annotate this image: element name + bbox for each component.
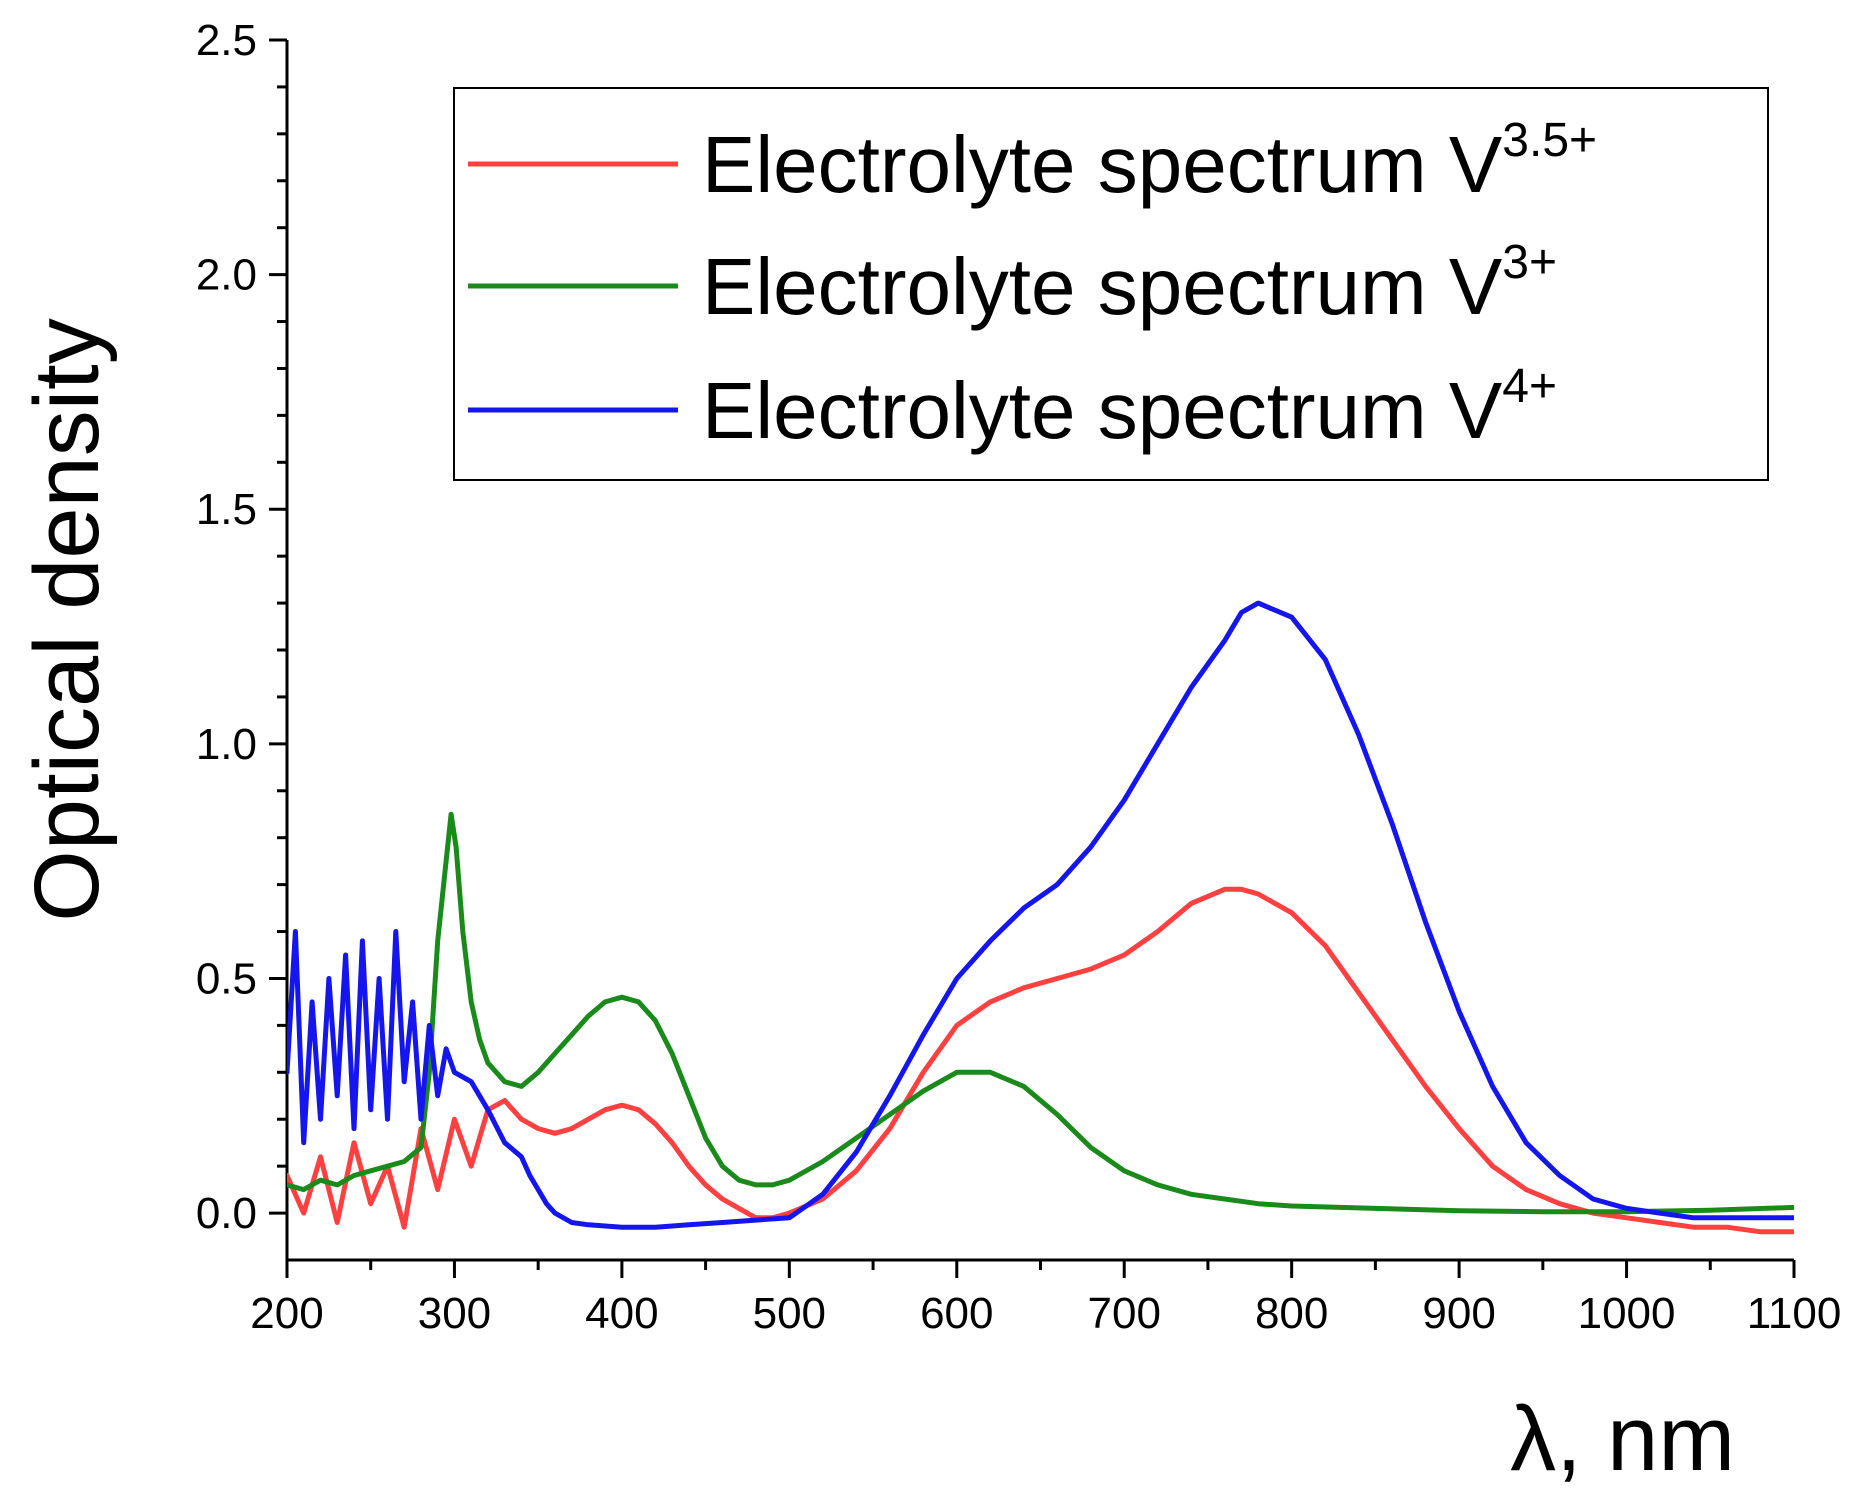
x-tick-label: 1000 — [1578, 1289, 1676, 1338]
series-layer — [287, 600, 1794, 1235]
y-axis-title: Optical density — [16, 318, 118, 921]
x-tick-label: 400 — [585, 1289, 658, 1338]
series-line-2 — [287, 600, 1794, 1230]
x-tick-label: 300 — [418, 1289, 491, 1338]
y-tick-label: 2.5 — [196, 16, 257, 65]
y-tick-label: 1.5 — [196, 485, 257, 534]
legend-label-v4-main: Electrolyte spectrum V — [702, 366, 1503, 455]
y-tick-label: 1.0 — [196, 720, 257, 769]
x-tick-label: 500 — [753, 1289, 826, 1338]
legend-label-v35-main: Electrolyte spectrum V — [702, 120, 1503, 209]
y-axis-ticks: 0.0 0.5 1.0 1.5 2.0 2.5 — [196, 16, 287, 1238]
x-tick-label: 1100 — [1747, 1289, 1842, 1338]
y-tick-label: 2.0 — [196, 251, 257, 300]
legend: Electrolyte spectrum V3.5+ Electrolyte s… — [453, 87, 1769, 481]
legend-label-v3-main: Electrolyte spectrum V — [702, 242, 1503, 331]
legend-label-v4: Electrolyte spectrum V4+ — [702, 360, 1557, 455]
x-axis-ticks: 200 300 400 500 600 700 800 900 1000 1100 — [250, 1260, 1841, 1338]
x-tick-label: 200 — [250, 1289, 323, 1338]
legend-label-v35: Electrolyte spectrum V3.5+ — [702, 114, 1597, 209]
x-tick-label: 800 — [1255, 1289, 1328, 1338]
x-tick-label: 700 — [1088, 1289, 1161, 1338]
legend-label-v3: Electrolyte spectrum V3+ — [702, 236, 1557, 331]
y-tick-label: 0.5 — [196, 954, 257, 1003]
legend-label-v3-sup: 3+ — [1502, 236, 1557, 289]
legend-label-v4-sup: 4+ — [1502, 360, 1557, 413]
x-tick-label: 900 — [1422, 1289, 1495, 1338]
y-tick-label: 0.0 — [196, 1189, 257, 1238]
x-tick-label: 600 — [920, 1289, 993, 1338]
x-axis-title: λ, nm — [1510, 1388, 1735, 1490]
legend-label-v35-sup: 3.5+ — [1502, 114, 1597, 167]
